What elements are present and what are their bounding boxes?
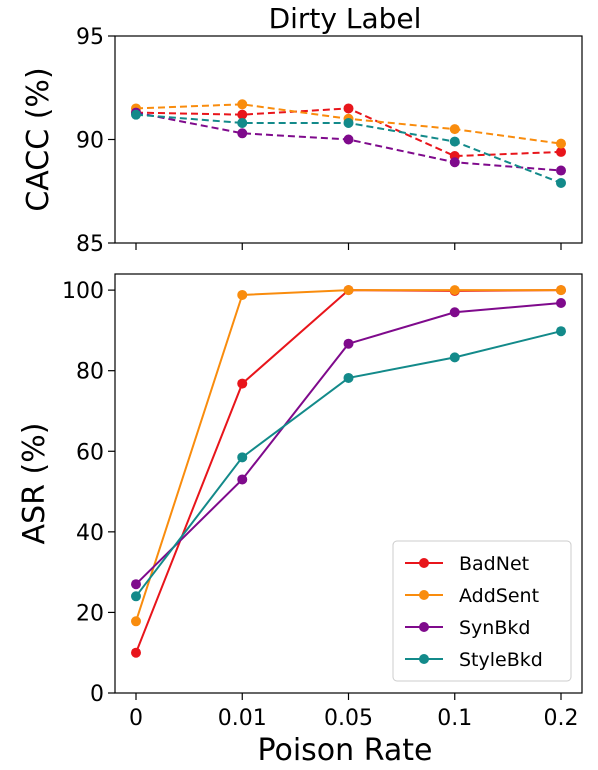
asr-point-synbkd [237, 474, 248, 485]
cacc-point-stylebkd [237, 117, 248, 128]
cacc-y-tick-label: 95 [76, 25, 104, 50]
cacc-point-stylebkd [556, 177, 566, 188]
asr-panel: 0 20 40 60 80 100 0 0.01 0.05 0.1 0.2 ASR (%) [17, 273, 583, 731]
asr-point-badnet [237, 378, 248, 389]
cacc-point-badnet [237, 109, 248, 120]
x-tick-label: 0.1 [437, 706, 472, 731]
cacc-point-badnet [343, 103, 354, 114]
asr-point-synbkd [449, 307, 460, 318]
asr-point-addsent [131, 616, 141, 627]
x-tick-label: 0.05 [324, 706, 373, 731]
cacc-y-axis-title: CACC (%) [21, 67, 56, 211]
asr-y-tick-label: 80 [76, 360, 104, 385]
x-tick-label: 0 [129, 706, 143, 731]
legend-swatch-marker-badnet [419, 558, 429, 568]
asr-y-tick-label: 20 [76, 601, 104, 626]
asr-point-addsent [343, 285, 354, 296]
asr-point-stylebkd [556, 326, 566, 337]
asr-y-tick-label: 60 [76, 440, 104, 465]
asr-point-stylebkd [237, 452, 248, 463]
legend-swatch-marker-stylebkd [419, 654, 429, 664]
legend-swatch-marker-synbkd [419, 622, 429, 632]
asr-point-stylebkd [343, 372, 354, 383]
cacc-point-synbkd [556, 165, 566, 176]
asr-point-synbkd [343, 338, 354, 349]
cacc-point-synbkd [237, 128, 248, 139]
legend-box [392, 540, 572, 682]
legend-label-badnet: BadNet [459, 553, 529, 575]
asr-y-axis-title: ASR (%) [17, 423, 52, 545]
figure-title: Dirty Label [269, 2, 422, 35]
cacc-y-tick-label: 85 [76, 232, 104, 257]
x-tick-label: 0.2 [544, 706, 579, 731]
x-tick-label: 0.01 [218, 706, 267, 731]
cacc-point-badnet [556, 146, 566, 157]
asr-point-addsent [449, 285, 460, 296]
legend-swatch-marker-addsent [419, 590, 429, 600]
asr-point-addsent [237, 289, 248, 300]
cacc-point-synbkd [449, 157, 460, 168]
cacc-point-synbkd [343, 134, 354, 145]
asr-point-badnet [131, 647, 141, 658]
cacc-point-stylebkd [343, 117, 354, 128]
x-axis-title: Poison Rate [257, 733, 432, 768]
asr-point-addsent [556, 285, 566, 296]
asr-point-synbkd [556, 298, 566, 309]
asr-y-tick-label: 100 [62, 279, 104, 304]
legend-label-stylebkd: StyleBkd [459, 649, 543, 671]
cacc-panel: 85 90 95 CACC (%) [21, 25, 583, 257]
legend-label-synbkd: SynBkd [459, 617, 530, 639]
asr-point-stylebkd [449, 352, 460, 363]
cacc-y-tick-label: 90 [76, 129, 104, 154]
asr-y-tick-label: 0 [90, 682, 104, 707]
asr-point-synbkd [131, 579, 141, 590]
cacc-point-stylebkd [449, 136, 460, 147]
cacc-point-addsent [556, 138, 566, 149]
legend-label-addsent: AddSent [459, 585, 539, 607]
asr-y-tick-label: 40 [76, 521, 104, 546]
legend: BadNet AddSent SynBkd StyleBkd [392, 540, 572, 682]
cacc-point-stylebkd [131, 109, 141, 120]
cacc-point-addsent [237, 99, 248, 110]
cacc-point-addsent [449, 124, 460, 135]
asr-point-stylebkd [131, 591, 141, 602]
